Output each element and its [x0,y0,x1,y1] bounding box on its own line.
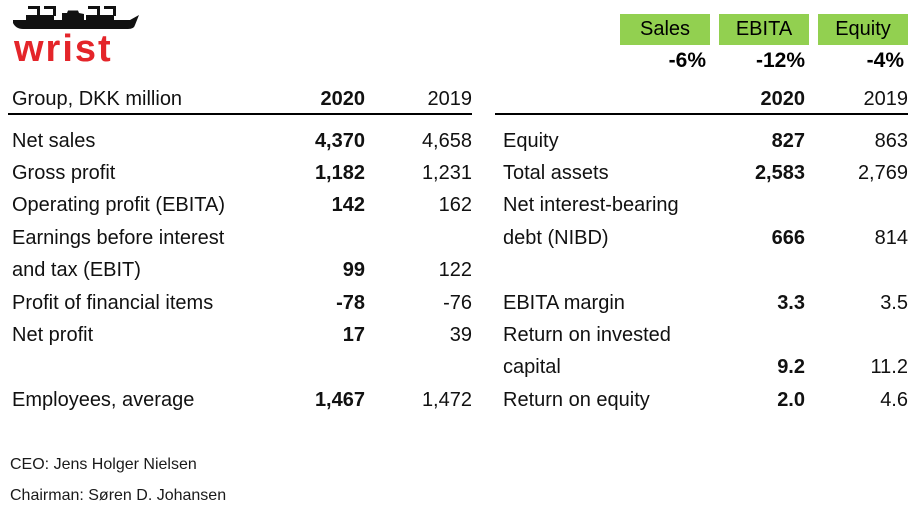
col-header-2019: 2019 [427,88,473,110]
ceo-line: CEO: Jens Holger Nielsen [10,456,197,473]
value-2019: 814 [874,226,908,249]
table-row: Return on equity 2.0 4.6 [495,384,908,416]
table-body: Equity 827 863 Total assets 2,583 2,769 … [495,125,908,417]
row-label: Profit of financial items [12,291,214,314]
executives: CEO: Jens Holger Nielsen Chairman: Søren… [10,449,226,511]
col-header-2020: 2020 [320,88,366,110]
kpi-badge-equity: Equity [818,14,908,45]
row-label: and tax (EBIT) [12,259,141,282]
kpi-change-equity: -4% [866,49,904,72]
value-2019: 122 [438,259,472,282]
table-row: Earnings before interest [8,222,472,254]
brand-wordmark: wrist [14,28,113,70]
value-2019: 2,769 [857,162,908,185]
value-2020: 1,182 [314,162,365,185]
table-row: Return on invested [495,319,908,351]
value-2019: 1,231 [421,162,472,185]
kpi-change-sales: -6% [668,49,706,72]
kpi-badge-sales: Sales [620,14,710,45]
row-label: Operating profit (EBITA) [12,194,226,217]
row-label: Return on equity [503,388,650,411]
kpi-ebita: EBITA -12% [719,14,809,73]
value-2020: 17 [342,324,365,347]
value-2020: 666 [771,226,805,249]
table-row-spacer [495,255,908,287]
col-header-2019: 2019 [863,88,909,110]
table-row: Net sales 4,370 4,658 [8,125,472,157]
table-row: capital 9.2 11.2 [495,352,908,384]
wrist-logo: wrist [12,4,152,70]
row-label: EBITA margin [503,291,625,314]
row-label: Net profit [12,324,94,347]
kpi-sales: Sales -6% [620,14,710,73]
row-label: capital [503,356,561,379]
value-2020: -78 [336,291,365,314]
table-row: Gross profit 1,182 1,231 [8,157,472,189]
kpi-badge-ebita: EBITA [719,14,809,45]
row-label: Net sales [12,129,96,152]
value-2020: 3.3 [777,291,805,314]
table-row: Total assets 2,583 2,769 [495,157,908,189]
table-row: EBITA margin 3.3 3.5 [495,287,908,319]
row-label: Total assets [503,162,609,185]
table-row: and tax (EBIT) 99 122 [8,255,472,287]
kpi-change-ebita: -12% [755,49,805,72]
chairman-line: Chairman: Søren D. Johansen [10,487,227,504]
value-2019: 162 [438,194,472,217]
table-row: Employees, average 1,467 1,472 [8,384,472,416]
cargo-ship-icon [13,6,139,29]
value-2019: 39 [449,324,472,347]
table-row: Net profit 17 39 [8,319,472,351]
value-2020: 4,370 [314,129,365,152]
table-header: Group, DKK million 2020 2019 [8,88,472,115]
value-2019: -76 [443,291,472,314]
row-label: Return on invested [503,324,671,347]
value-2020: 1,467 [314,388,365,411]
value-2020: 827 [771,129,805,152]
group-income-table: Group, DKK million 2020 2019 Net sales 4… [8,88,472,417]
value-2019: 3.5 [880,291,908,314]
value-2020: 99 [342,259,365,282]
table-row: Net interest-bearing [495,190,908,222]
value-2019: 4,658 [421,129,472,152]
row-label: Gross profit [12,162,116,185]
table-row: Profit of financial items -78 -76 [8,287,472,319]
table-title: Group, DKK million [12,88,183,110]
value-2019: 11.2 [870,356,908,379]
row-label: Equity [503,129,559,152]
value-2020: 2,583 [754,162,805,185]
value-2020: 9.2 [777,356,805,379]
row-label: debt (NIBD) [503,226,609,249]
table-header: 2020 2019 [495,88,908,115]
group-balance-table: 2020 2019 Equity 827 863 Total assets 2,… [495,88,908,417]
row-label: Earnings before interest [12,226,225,249]
table-row: debt (NIBD) 666 814 [495,222,908,254]
value-2019: 4.6 [880,388,908,411]
kpi-equity: Equity -4% [818,14,908,73]
col-header-2020: 2020 [760,88,806,110]
row-label: Employees, average [12,388,195,411]
table-row: Operating profit (EBITA) 142 162 [8,190,472,222]
value-2019: 863 [874,129,908,152]
value-2020: 142 [331,194,365,217]
kpi-badges: Sales -6% EBITA -12% Equity -4% [620,14,908,73]
row-label: Net interest-bearing [503,194,679,217]
table-row-spacer [8,352,472,384]
value-2019: 1,472 [421,388,472,411]
table-row: Equity 827 863 [495,125,908,157]
value-2020: 2.0 [777,388,805,411]
table-body: Net sales 4,370 4,658 Gross profit 1,182… [8,125,472,417]
